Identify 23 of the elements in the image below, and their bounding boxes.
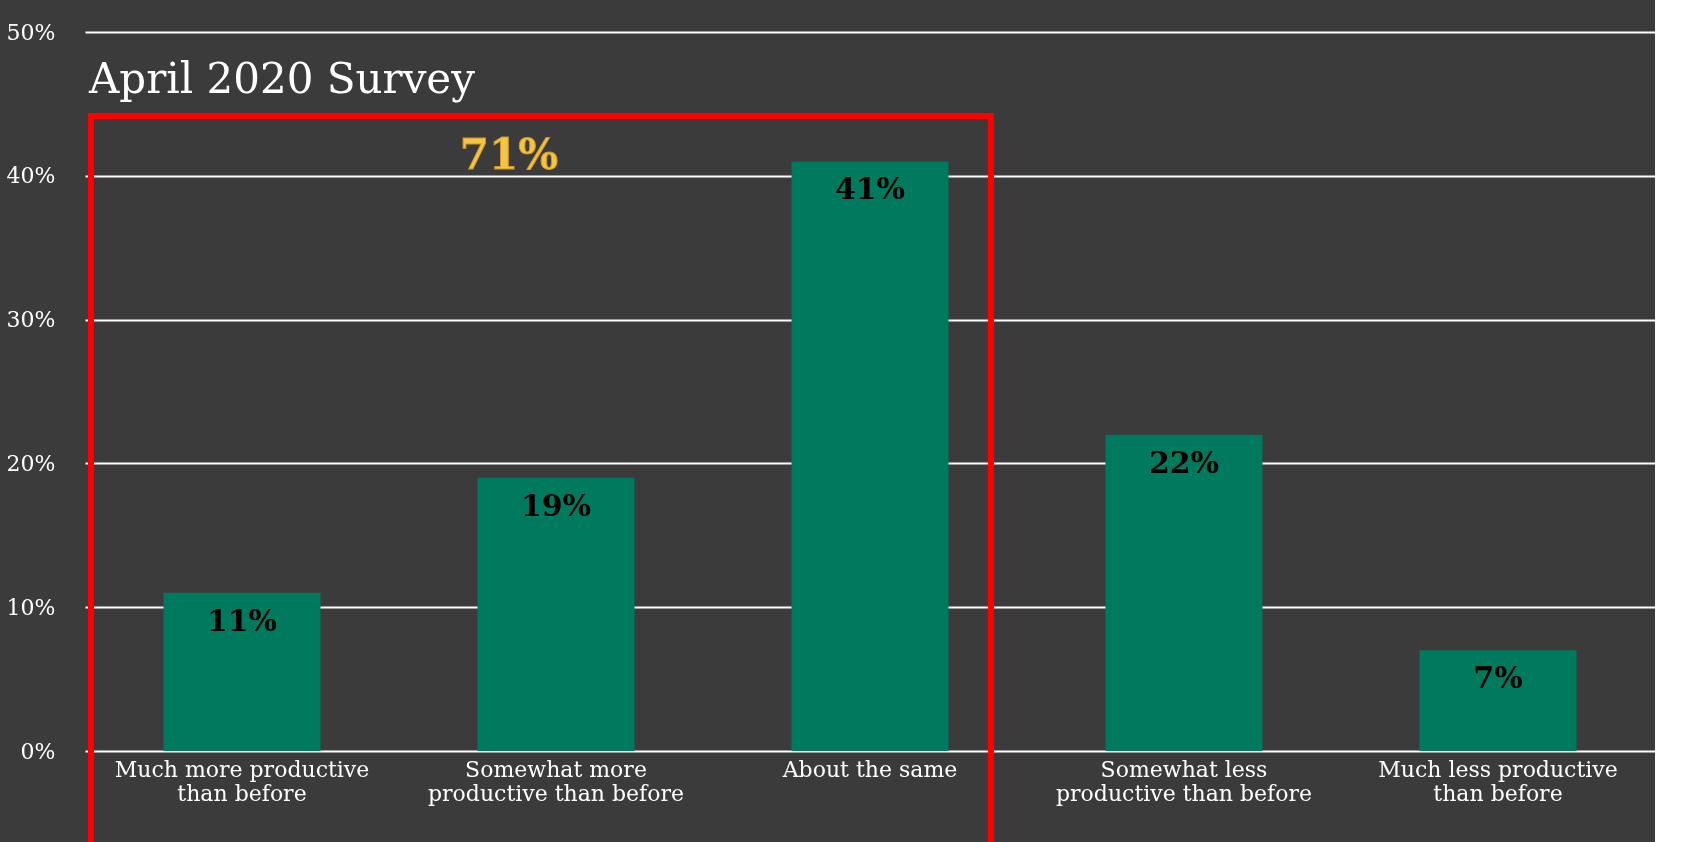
x-tick-label: Somewhat less productive than before xyxy=(1055,756,1313,806)
bar xyxy=(163,592,321,751)
y-tick-label: 20% xyxy=(6,450,56,476)
y-tick-label: 40% xyxy=(6,163,56,189)
annotation: 71% xyxy=(459,130,559,179)
y-tick-label: 50% xyxy=(6,19,56,45)
x-tick-label: Somewhat more productive than before xyxy=(427,756,685,806)
x-tick-label: Much more productive than before xyxy=(114,756,370,806)
y-tick-label: 30% xyxy=(6,307,56,333)
x-tick-label: Much less productive than before xyxy=(1378,756,1618,806)
data-label: 41% xyxy=(834,171,906,207)
text: April 2020 Survey xyxy=(88,54,476,103)
y-tick-label: 0% xyxy=(20,738,56,764)
data-label: 22% xyxy=(1148,444,1220,480)
bar xyxy=(477,477,635,751)
data-label: 7% xyxy=(1473,660,1523,696)
bar xyxy=(1419,650,1577,751)
y-tick-label: 10% xyxy=(6,594,56,620)
x-tick-label: About the same xyxy=(781,756,958,782)
data-label: 19% xyxy=(520,487,592,523)
bar xyxy=(791,161,949,751)
bar xyxy=(1105,434,1263,751)
data-label: 11% xyxy=(206,602,278,638)
